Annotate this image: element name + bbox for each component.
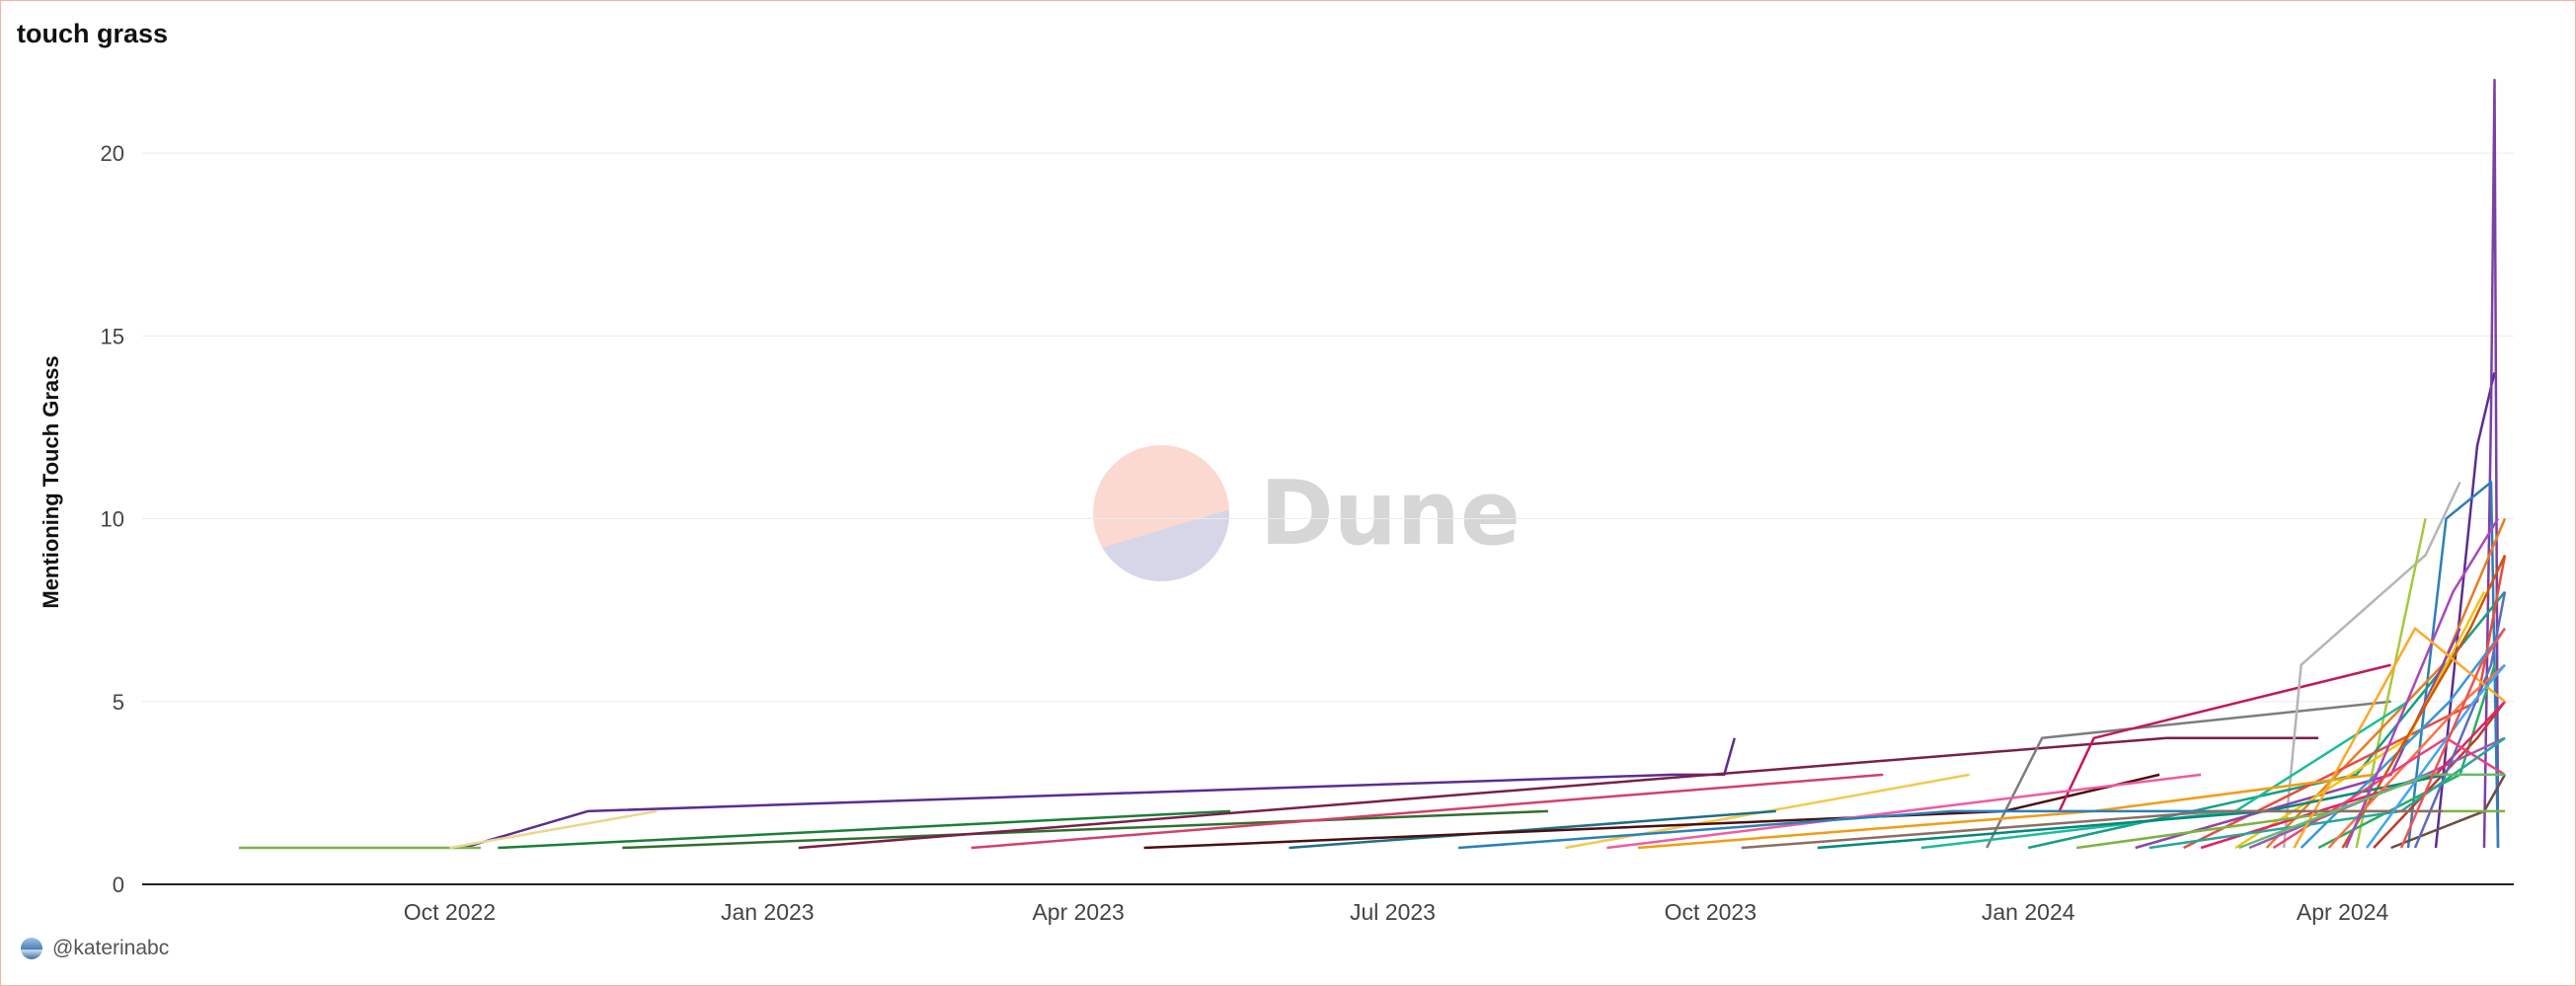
series-lines bbox=[239, 78, 2507, 850]
y-tick-label: 20 bbox=[101, 141, 124, 166]
x-tick-label: Oct 2023 bbox=[1665, 899, 1756, 925]
y-tick-label: 5 bbox=[113, 690, 124, 715]
series-line[interactable] bbox=[2434, 372, 2496, 849]
watermark-text: Dune bbox=[1260, 462, 1521, 566]
x-tick-label: Apr 2024 bbox=[2297, 899, 2389, 925]
series-line[interactable] bbox=[971, 773, 1884, 850]
series-line[interactable] bbox=[2183, 555, 2507, 850]
author-credit[interactable]: @katerinabc bbox=[21, 937, 169, 960]
series-line[interactable] bbox=[1606, 773, 2202, 850]
avatar bbox=[21, 938, 42, 959]
x-tick-label: Jan 2024 bbox=[1982, 899, 2075, 925]
series-line[interactable] bbox=[1457, 809, 2302, 850]
y-tick-label: 15 bbox=[101, 324, 124, 348]
dune-logo-icon bbox=[1093, 445, 1229, 581]
dune-watermark: Dune bbox=[1092, 442, 1521, 585]
x-tick-label: Oct 2022 bbox=[404, 899, 496, 925]
series-line[interactable] bbox=[622, 809, 1548, 850]
series-line[interactable] bbox=[1288, 809, 1776, 850]
series-line[interactable] bbox=[2399, 628, 2507, 849]
x-tick-label: Jan 2023 bbox=[721, 899, 815, 925]
author-name[interactable]: @katerinabc bbox=[52, 937, 170, 959]
y-tick-label: 0 bbox=[113, 872, 124, 897]
series-line[interactable] bbox=[2413, 591, 2507, 849]
series-line[interactable] bbox=[2341, 555, 2507, 849]
series-line[interactable] bbox=[463, 737, 1737, 850]
series-line[interactable] bbox=[498, 809, 1231, 850]
axis-ticks: 0 5 10 15 20 Oct 2022 Jan 2023 Apr 2023 Jul 2023… bbox=[101, 141, 2389, 925]
x-tick-label: Apr 2023 bbox=[1032, 899, 1124, 925]
series-line[interactable] bbox=[2366, 663, 2506, 849]
series-line[interactable] bbox=[2238, 773, 2505, 850]
chart-title: touch grass bbox=[17, 19, 169, 48]
series-line[interactable] bbox=[798, 736, 2319, 850]
series-line[interactable] bbox=[449, 809, 658, 850]
series-line[interactable] bbox=[2327, 663, 2506, 849]
x-tick-label: Jul 2023 bbox=[1350, 899, 1436, 925]
y-axis-label: Mentioning Touch Grass bbox=[39, 355, 63, 608]
series-line[interactable] bbox=[2282, 481, 2461, 849]
series-line[interactable] bbox=[2058, 663, 2391, 812]
series-line[interactable] bbox=[2482, 78, 2500, 849]
series-line[interactable] bbox=[2135, 628, 2461, 850]
y-tick-label: 10 bbox=[101, 507, 124, 532]
grid-lines bbox=[142, 152, 2514, 703]
series-line[interactable] bbox=[1741, 809, 2443, 850]
series-line[interactable] bbox=[2344, 517, 2500, 849]
